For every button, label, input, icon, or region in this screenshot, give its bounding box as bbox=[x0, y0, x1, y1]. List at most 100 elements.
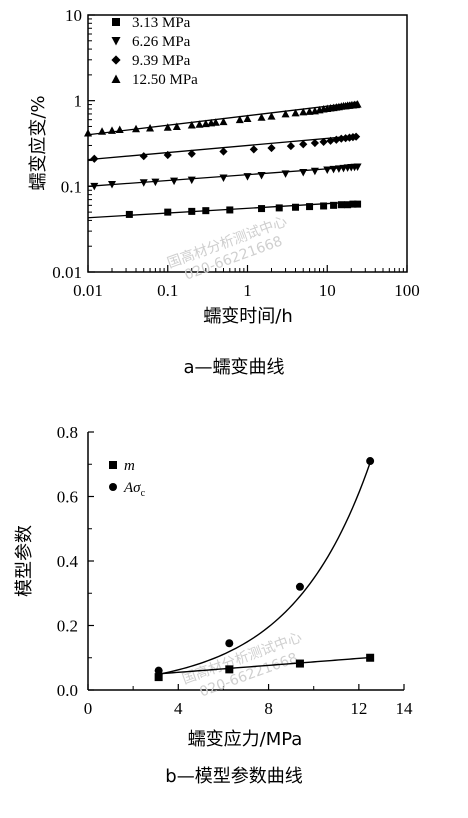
data-point-series-2 bbox=[319, 137, 328, 147]
legend-marker-0 bbox=[109, 461, 117, 469]
data-point-series-3 bbox=[195, 120, 204, 128]
data-point-series-1 bbox=[90, 182, 99, 191]
data-point-series-3 bbox=[98, 127, 107, 135]
y-tick-label: 0.0 bbox=[57, 681, 78, 700]
x-tick-label: 0.1 bbox=[157, 281, 178, 300]
x-tick-label: 0.01 bbox=[73, 281, 103, 300]
data-point-series-1 bbox=[225, 639, 234, 648]
chart-b-xlabel: 蠕变应力/MPa bbox=[188, 729, 303, 750]
data-point-series-0 bbox=[202, 207, 210, 215]
data-point-series-3 bbox=[257, 113, 266, 121]
data-point-series-2 bbox=[187, 149, 196, 158]
data-point-series-1 bbox=[108, 181, 117, 189]
data-point-series-1 bbox=[170, 177, 179, 186]
x-tick-label: 4 bbox=[174, 699, 183, 718]
data-point-series-1 bbox=[219, 174, 228, 183]
data-point-series-1 bbox=[154, 666, 163, 675]
legend-marker-3 bbox=[111, 74, 121, 83]
fit-curve-0 bbox=[158, 656, 371, 675]
data-point-series-0 bbox=[226, 206, 234, 214]
y-tick-label: 0.8 bbox=[57, 423, 78, 442]
data-point-series-1 bbox=[310, 167, 319, 176]
data-point-series-1 bbox=[366, 457, 375, 466]
data-point-series-1 bbox=[187, 176, 196, 185]
y-tick-label: 0.01 bbox=[52, 263, 82, 282]
data-point-series-0 bbox=[295, 659, 304, 668]
data-point-series-0 bbox=[337, 201, 345, 209]
data-point-series-3 bbox=[299, 107, 308, 116]
chart-a-legend: 3.13 MPa 6.26 MPa 9.39 MPa 12.50 MPa bbox=[111, 15, 198, 88]
data-point-series-3 bbox=[211, 118, 220, 126]
data-point-series-0 bbox=[125, 210, 133, 218]
legend-marker-2 bbox=[111, 55, 121, 65]
data-point-series-3 bbox=[291, 108, 300, 117]
creep-curve-chart: 0.01 0.1 1 10 100 0.01 0.1 1 10 国高材分析测试中心 020-66… bbox=[28, 6, 420, 378]
data-point-series-3 bbox=[353, 100, 362, 108]
data-point-series-3 bbox=[281, 109, 290, 118]
data-point-series-0 bbox=[164, 208, 172, 216]
data-point-series-3 bbox=[115, 125, 124, 134]
data-point-series-2 bbox=[351, 132, 361, 141]
x-tick-label: 1 bbox=[243, 281, 252, 300]
watermark: 国高材分析测试中心 020-66221668 bbox=[165, 213, 289, 284]
data-point-series-0 bbox=[275, 204, 283, 212]
data-point-series-0 bbox=[154, 673, 163, 682]
x-tick-label: 14 bbox=[396, 699, 414, 718]
chart-a-ylabel: 蠕变应变/% bbox=[28, 95, 49, 190]
data-point-series-1 bbox=[281, 170, 290, 178]
data-point-series-1 bbox=[257, 171, 266, 180]
data-point-series-3 bbox=[219, 117, 228, 126]
data-point-series-2 bbox=[267, 143, 276, 153]
y-tick-label: 0.2 bbox=[57, 617, 78, 636]
data-point-series-2 bbox=[299, 140, 308, 149]
data-point-series-3 bbox=[163, 123, 172, 131]
legend-label-1: Aσc bbox=[123, 480, 146, 499]
legend-label-subscript: c bbox=[141, 488, 146, 499]
legend-label-3: 12.50 MPa bbox=[132, 72, 198, 88]
data-point-series-1 bbox=[151, 178, 160, 187]
chart-b-caption: b—模型参数曲线 bbox=[165, 766, 302, 787]
data-point-series-3 bbox=[172, 122, 181, 130]
data-point-series-1 bbox=[353, 163, 362, 172]
data-point-series-2 bbox=[249, 145, 258, 154]
data-point-series-0 bbox=[330, 201, 338, 209]
fit-line-2 bbox=[87, 135, 358, 161]
legend-marker-1 bbox=[109, 483, 117, 491]
data-point-series-2 bbox=[326, 136, 335, 145]
fit-line-3 bbox=[87, 101, 358, 136]
data-point-series-2 bbox=[139, 152, 148, 161]
data-point-series-1 bbox=[139, 179, 148, 187]
data-point-series-2 bbox=[90, 154, 99, 163]
data-point-series-2 bbox=[163, 150, 172, 160]
data-point-series-3 bbox=[267, 112, 276, 120]
y-tick-label: 10 bbox=[65, 6, 82, 25]
fit-curve-1 bbox=[158, 462, 371, 675]
y-tick-label: 0.1 bbox=[61, 177, 82, 196]
legend-label-1: 6.26 MPa bbox=[132, 34, 191, 50]
data-point-series-1 bbox=[243, 173, 252, 181]
data-point-series-3 bbox=[132, 124, 141, 133]
model-parameter-chart: 0 4 8 12 140.00.20.40.60.8 国高材分析测试中心 020-662… bbox=[14, 423, 413, 787]
chart-a-caption: a—蠕变曲线 bbox=[183, 357, 284, 378]
data-point-series-0 bbox=[354, 200, 362, 208]
x-tick-label: 8 bbox=[264, 699, 273, 718]
legend-marker-0 bbox=[112, 18, 120, 26]
data-point-series-1 bbox=[299, 169, 308, 177]
data-point-series-0 bbox=[366, 653, 375, 662]
chart-a-xlabel: 蠕变时间/h bbox=[203, 306, 292, 327]
legend-label-0: m bbox=[124, 458, 135, 474]
data-point-series-0 bbox=[306, 203, 314, 211]
x-tick-label: 10 bbox=[319, 281, 336, 300]
chart-b-ylabel: 模型参数 bbox=[14, 525, 35, 597]
data-point-series-0 bbox=[225, 665, 234, 674]
data-point-series-3 bbox=[235, 115, 244, 124]
chart-b-legend: m Aσc bbox=[109, 458, 146, 499]
data-point-series-2 bbox=[286, 141, 295, 151]
y-tick-label: 0.4 bbox=[57, 552, 79, 571]
data-point-series-0 bbox=[344, 201, 352, 209]
data-point-series-3 bbox=[108, 126, 117, 134]
data-point-series-2 bbox=[310, 138, 319, 148]
y-tick-label: 1 bbox=[74, 92, 83, 111]
legend-label-main: Aσ bbox=[123, 480, 141, 496]
